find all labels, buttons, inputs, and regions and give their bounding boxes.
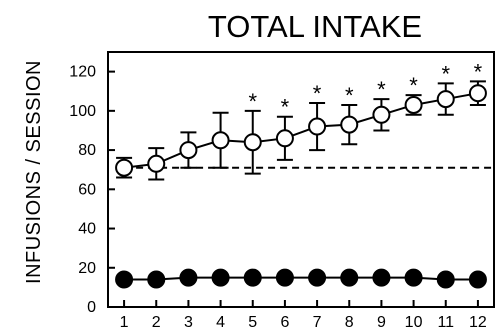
filled-data-point — [211, 268, 230, 287]
significance-markers: * * * * * * * * — [248, 59, 482, 119]
open-data-point — [147, 154, 166, 173]
series-group — [115, 80, 487, 289]
chart-title: TOTAL INTAKE — [208, 9, 422, 44]
x-tick-label: 6 — [280, 314, 289, 331]
series-line — [124, 276, 478, 281]
y-axis-label: INFUSIONS / SESSION — [23, 60, 45, 284]
open-data-point — [340, 115, 359, 134]
filled-data-point — [436, 270, 455, 289]
y-axis: 0 20 40 60 80 100 120 — [69, 64, 115, 316]
x-axis: 1 2 3 4 5 6 7 8 9 10 11 12 — [120, 300, 487, 331]
x-tick-label: 7 — [313, 314, 322, 331]
open-data-point — [436, 90, 455, 109]
open-data-point — [211, 131, 230, 150]
open-data-point — [308, 117, 327, 136]
x-tick-label: 10 — [405, 314, 423, 331]
open-data-point — [404, 95, 423, 114]
significance-star: * — [409, 73, 418, 98]
x-tick-label: 5 — [248, 314, 257, 331]
significance-star: * — [248, 89, 257, 114]
x-tick-label: 12 — [469, 314, 487, 331]
series-line — [123, 92, 479, 169]
x-tick-label: 9 — [377, 314, 386, 331]
filled-data-point — [115, 270, 134, 289]
significance-star: * — [281, 95, 290, 120]
significance-star: * — [474, 59, 483, 84]
y-tick-label: 60 — [78, 181, 96, 198]
filled-data-point — [308, 268, 327, 287]
series-1 — [115, 80, 487, 181]
filled-data-point — [340, 268, 359, 287]
open-data-point — [275, 129, 294, 148]
y-tick-label: 100 — [69, 103, 96, 120]
plot-frame — [107, 51, 495, 308]
significance-star: * — [441, 61, 450, 86]
filled-data-point — [147, 270, 166, 289]
open-data-point — [372, 105, 391, 124]
x-tick-label: 3 — [184, 314, 193, 331]
filled-data-point — [404, 268, 423, 287]
x-tick-label: 1 — [120, 314, 129, 331]
significance-star: * — [377, 77, 386, 102]
filled-data-point — [468, 270, 487, 289]
open-data-point — [468, 84, 487, 103]
filled-data-point — [179, 268, 198, 287]
y-tick-label: 120 — [69, 64, 96, 81]
open-data-point — [179, 141, 198, 160]
x-tick-label: 8 — [345, 314, 354, 331]
y-tick-label: 80 — [78, 142, 96, 159]
significance-star: * — [313, 81, 322, 106]
y-tick-label: 0 — [87, 299, 96, 316]
significance-star: * — [345, 83, 354, 108]
open-data-point — [115, 158, 134, 177]
filled-data-point — [275, 268, 294, 287]
open-data-point — [243, 133, 262, 152]
filled-data-point — [243, 268, 262, 287]
x-tick-label: 11 — [437, 314, 454, 331]
series-2 — [115, 268, 487, 289]
x-tick-label: 4 — [216, 314, 225, 331]
y-tick-label: 20 — [78, 260, 96, 277]
x-tick-label: 2 — [152, 314, 161, 331]
filled-data-point — [372, 268, 391, 287]
y-tick-label: 40 — [78, 221, 96, 238]
